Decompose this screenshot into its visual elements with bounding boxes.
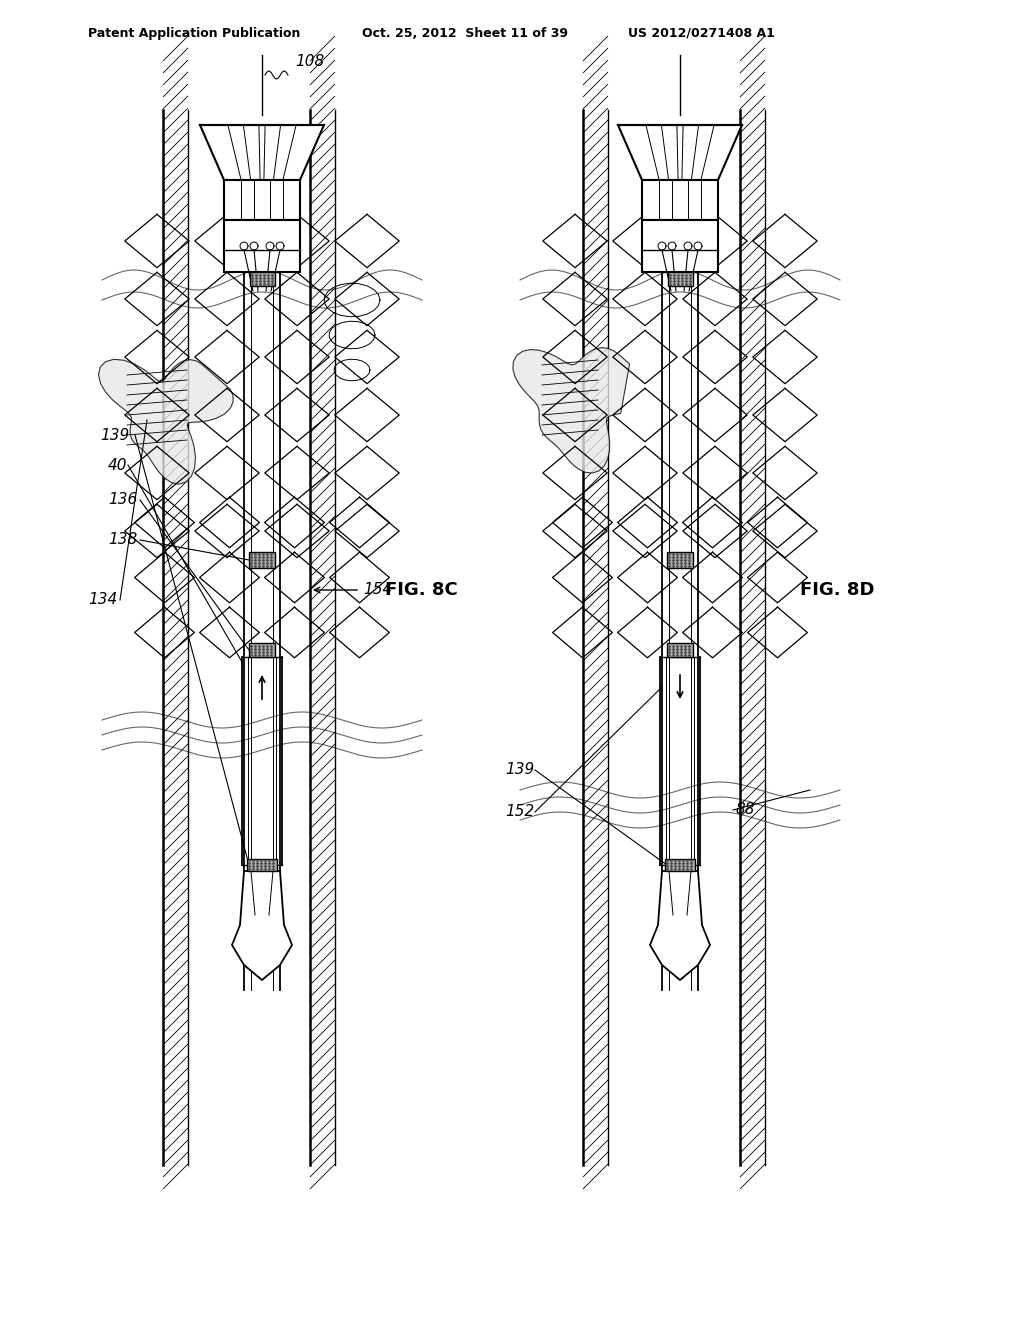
Polygon shape bbox=[98, 359, 233, 484]
Bar bbox=[247, 859, 278, 871]
Text: 138: 138 bbox=[108, 532, 137, 548]
Text: 108: 108 bbox=[295, 54, 325, 70]
Bar bbox=[667, 643, 693, 657]
Bar bbox=[667, 552, 693, 568]
Text: 134: 134 bbox=[88, 593, 118, 607]
Bar bbox=[642, 180, 718, 220]
Text: Patent Application Publication: Patent Application Publication bbox=[88, 26, 300, 40]
Text: 139: 139 bbox=[100, 428, 129, 442]
Text: 88: 88 bbox=[735, 803, 755, 817]
Bar bbox=[665, 859, 695, 871]
Text: 40: 40 bbox=[108, 458, 128, 473]
Bar bbox=[224, 180, 300, 220]
Text: FIG. 8C: FIG. 8C bbox=[385, 581, 458, 599]
Text: 152: 152 bbox=[505, 804, 535, 820]
Text: US 2012/0271408 A1: US 2012/0271408 A1 bbox=[628, 26, 775, 40]
Bar bbox=[249, 643, 275, 657]
Polygon shape bbox=[642, 220, 718, 272]
Polygon shape bbox=[618, 125, 742, 180]
Bar bbox=[249, 552, 275, 568]
Polygon shape bbox=[650, 871, 710, 979]
Text: 154: 154 bbox=[362, 582, 392, 598]
Bar bbox=[668, 272, 692, 286]
Bar bbox=[250, 272, 274, 286]
Polygon shape bbox=[232, 871, 292, 979]
Text: Oct. 25, 2012  Sheet 11 of 39: Oct. 25, 2012 Sheet 11 of 39 bbox=[362, 26, 568, 40]
Polygon shape bbox=[224, 220, 300, 272]
Polygon shape bbox=[513, 347, 630, 473]
Text: 139: 139 bbox=[505, 763, 535, 777]
Text: FIG. 8D: FIG. 8D bbox=[800, 581, 874, 599]
Polygon shape bbox=[200, 125, 324, 180]
Text: 136: 136 bbox=[108, 492, 137, 507]
